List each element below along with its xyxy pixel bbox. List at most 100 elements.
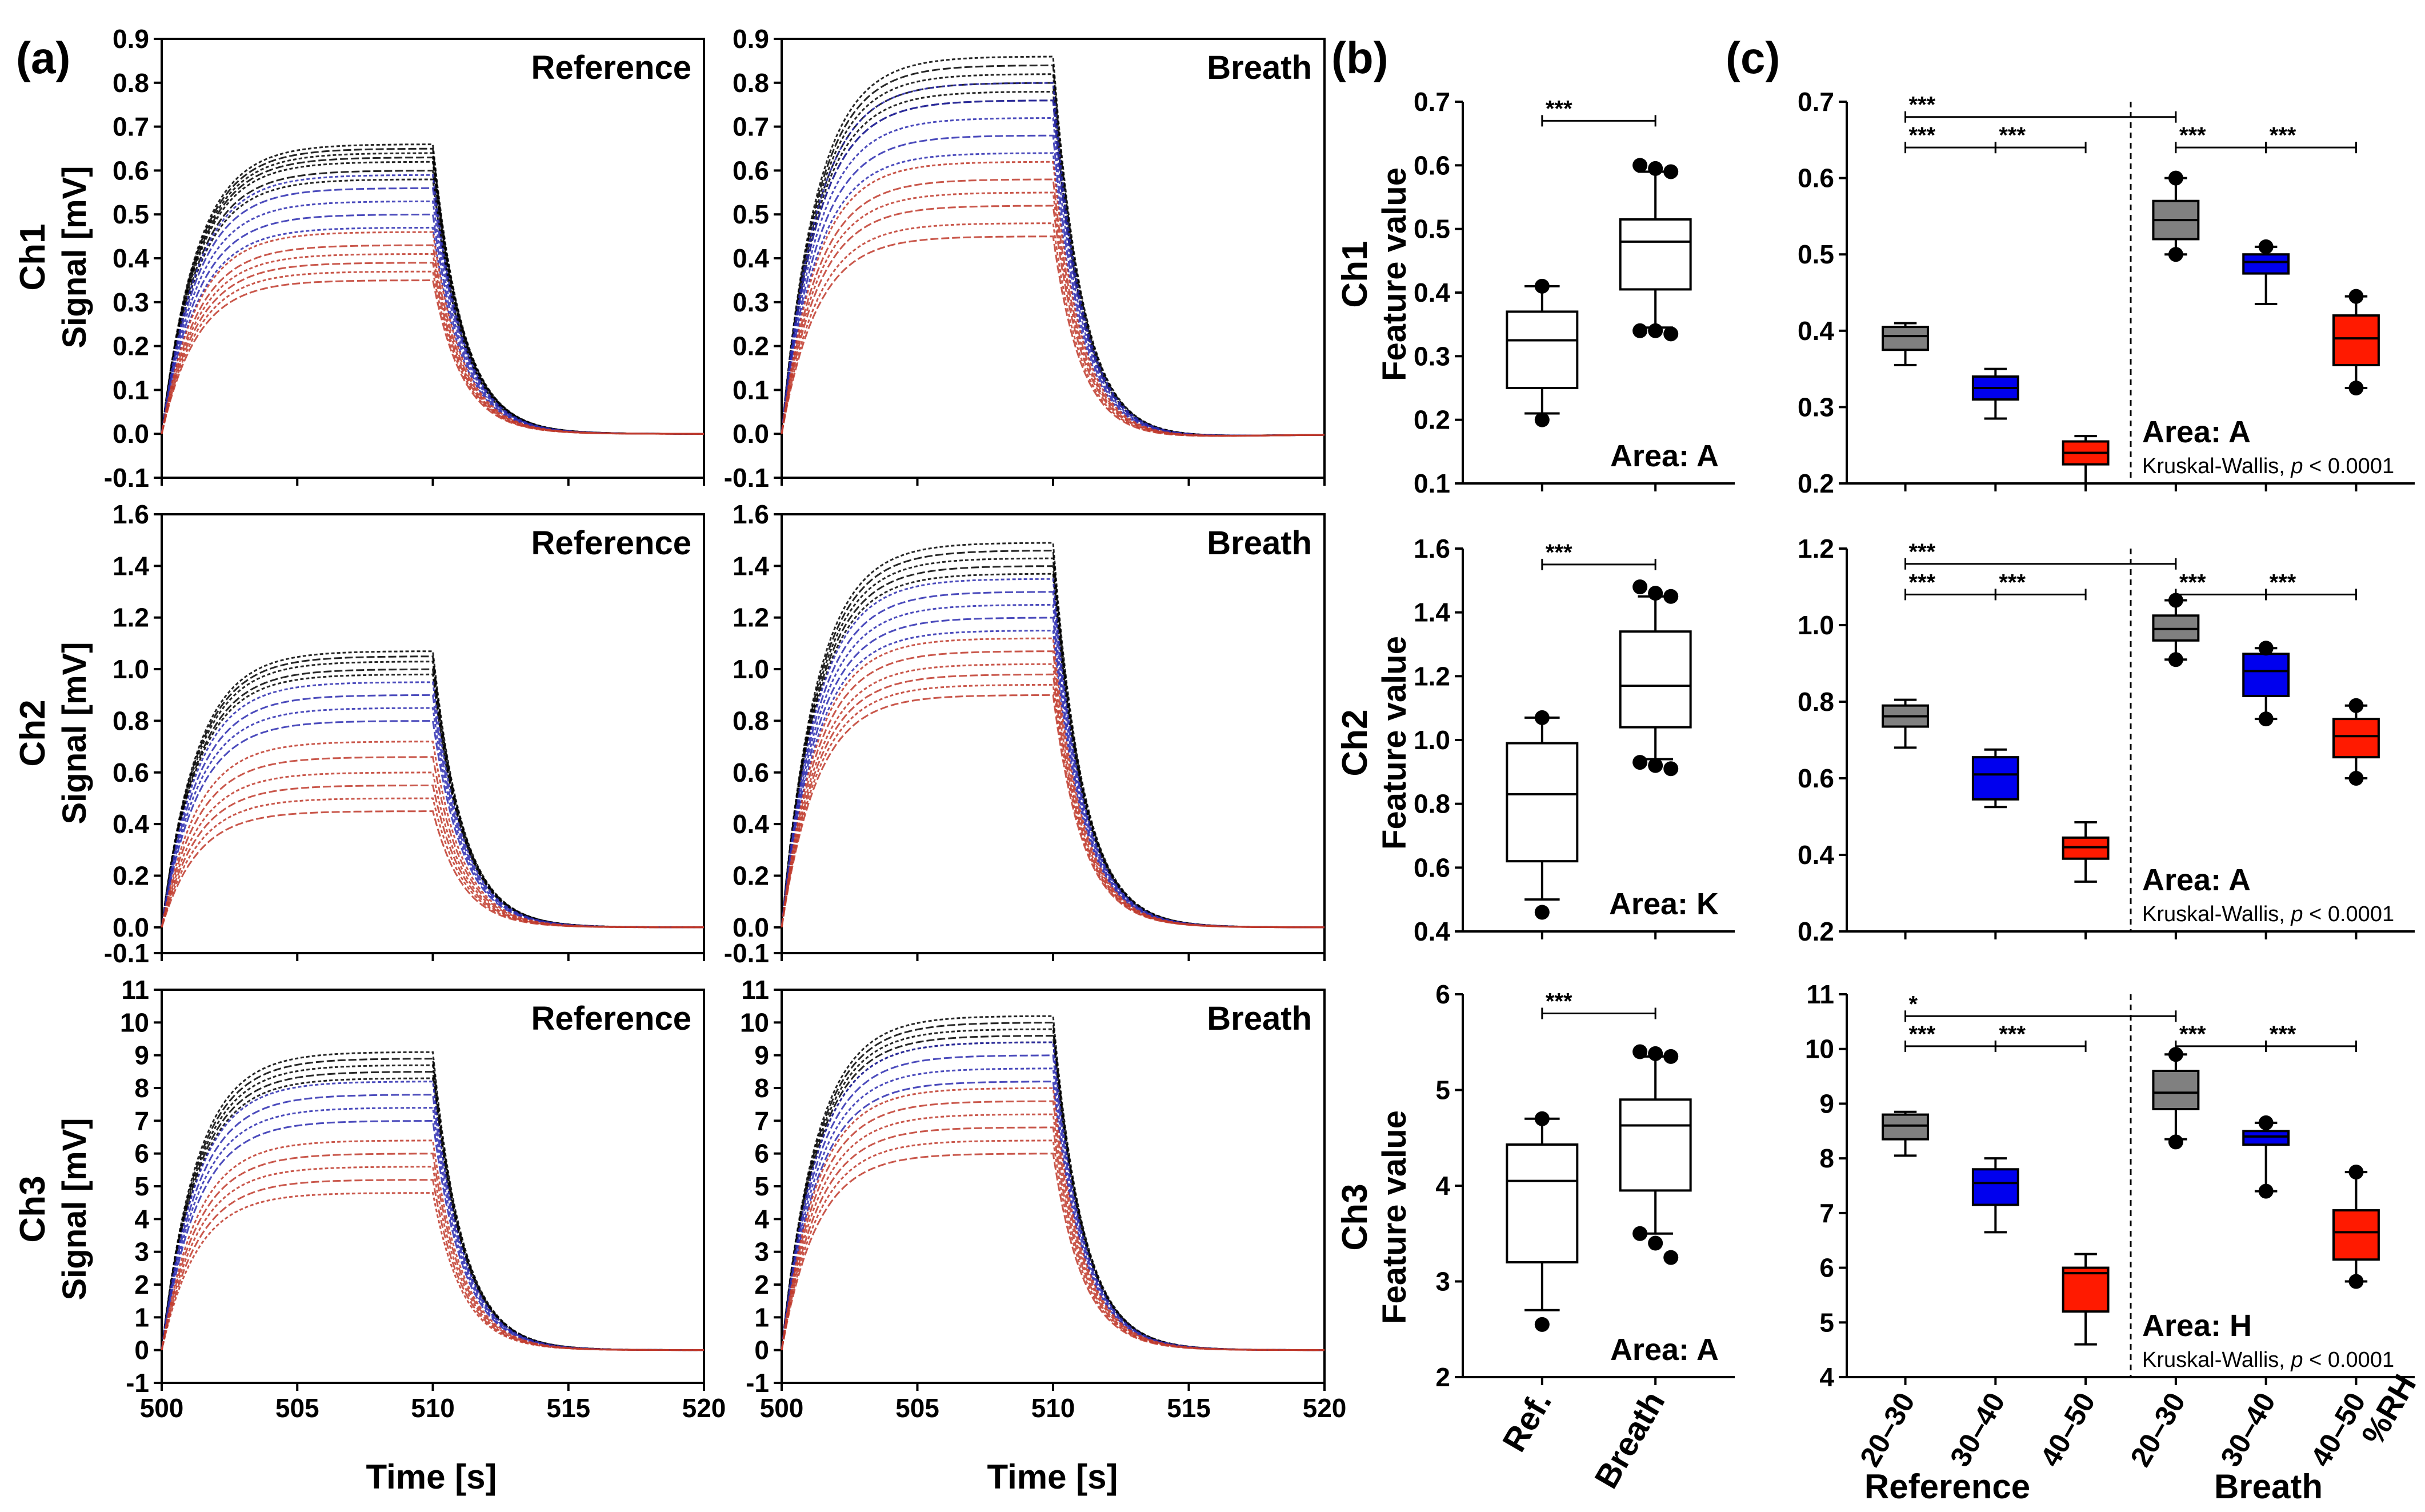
y-tick-label: 0.4 (1798, 316, 1834, 346)
y-tick-label: -0.1 (104, 463, 149, 493)
outlier-point (2348, 771, 2364, 786)
y-tick-label: 6 (754, 1139, 769, 1169)
box (1506, 310, 1579, 390)
chart-a-ch2-reference: -0.10.0 0.2 0.4 0.6 0.8 1.0 1.2 1.4 1.6 Reference (104, 499, 705, 968)
y-tick-label: 0.0 (733, 913, 769, 942)
series-line-humid (161, 741, 704, 929)
kruskal-p: p (2290, 1348, 2303, 1372)
series-line-mid (781, 152, 1325, 437)
y-tick-label: 0.4 (733, 243, 769, 273)
y-tick-label: 0.3 (1798, 392, 1834, 422)
chart-a-ch1-breath: -0.1 0.0 0.1 0.2 0.3 0.4 0.5 0.6 0.7 0.8 0.9 Breath (724, 24, 1326, 493)
series-line-mid (781, 603, 1325, 929)
y-tick-label: 8 (134, 1073, 149, 1103)
box (2332, 718, 2380, 759)
y-tick-label: 0.2 (1414, 405, 1450, 435)
outlier-point (1632, 1226, 1648, 1241)
series-line-humid (781, 637, 1324, 929)
y-tick-label: 1 (754, 1302, 769, 1332)
plots: -0.10.00.10.20.30.40.50.60.70.80.9Refere… (104, 24, 2415, 1495)
y-tick-label: 0.6 (1414, 150, 1450, 180)
outlier-point (2168, 652, 2183, 667)
chart-b-ch2: 0.4 0.6 0.8 1.0 1.2 1.4 1.6 *** Area: K (1414, 534, 1735, 946)
series-line-humid (781, 178, 1325, 437)
significance-stars: *** (1909, 539, 1936, 565)
series-line-humid (781, 161, 1325, 437)
subplot-title: Reference (531, 1000, 691, 1037)
box (1506, 1143, 1579, 1263)
y-tick-label: 1.6 (733, 499, 769, 529)
series-line-dry (161, 161, 704, 435)
outlier-point (2258, 711, 2274, 727)
y-tick-label: 8 (1819, 1143, 1834, 1173)
chart-c-ch1: 0.2 0.3 0.4 0.5 0.6 0.7 *** *** *** *** *** Area: A… (1798, 87, 2415, 498)
y-tick-label: 10 (120, 1007, 149, 1037)
x-tick-label: 520 (682, 1393, 726, 1423)
significance-stars: *** (1999, 570, 2026, 595)
y-tick-label: 2 (1435, 1362, 1450, 1392)
x-tick-label: 510 (411, 1393, 455, 1423)
significance-stars: *** (1546, 989, 1572, 1014)
outlier-point (1534, 412, 1550, 427)
outlier-point (1663, 589, 1679, 604)
y-tick-label: 0.0 (113, 913, 149, 942)
y-tick-label: 0.6 (113, 758, 149, 787)
series-line-mid (161, 1094, 704, 1351)
series-line-dry (161, 170, 704, 435)
y-tick-label: 5 (1435, 1075, 1450, 1105)
series-line-humid (781, 663, 1324, 929)
series-line-humid (781, 1153, 1324, 1351)
series-line-mid (161, 1081, 704, 1351)
outlier-point (1648, 323, 1663, 338)
significance-stars: *** (2270, 123, 2296, 148)
outlier-point (1648, 1046, 1663, 1061)
series-line-humid (161, 270, 704, 435)
box (1619, 630, 1692, 729)
y-tick-label: 4 (754, 1204, 769, 1234)
y-tick-label: 0.8 (733, 706, 769, 735)
box (2242, 653, 2290, 697)
area-label: Area: H (2142, 1309, 2252, 1343)
significance-stars: *** (2270, 570, 2296, 595)
series-line-mid (781, 1081, 1324, 1351)
channel-label-b-ch2: Ch2 (1335, 709, 1375, 776)
series-line-humid (161, 279, 704, 435)
series-line-humid (161, 797, 704, 929)
series-line-mid (781, 1054, 1324, 1351)
significance-stars: *** (1999, 123, 2026, 148)
box (2152, 1070, 2200, 1110)
y-tick-label: 0.2 (733, 861, 769, 890)
y-tick-label: 0.1 (1414, 469, 1450, 498)
y-tick-label: 3 (134, 1237, 149, 1267)
box (1971, 756, 2019, 801)
kruskal-p: p (2290, 902, 2303, 926)
y-tick-label: -1 (746, 1368, 769, 1398)
kruskal-prefix: Kruskal-Wallis, (2142, 902, 2291, 926)
y-tick-label: 0 (134, 1335, 149, 1365)
y-tick-label: 6 (1819, 1253, 1834, 1283)
y-tick-label: 1.0 (733, 654, 769, 684)
series-line-dry (781, 1028, 1324, 1351)
y-tick-label: 0.5 (733, 199, 769, 229)
series-line-dry (161, 147, 704, 435)
outlier-point (2258, 1183, 2274, 1199)
y-tick-label: 0.8 (733, 68, 769, 98)
outlier-point (1663, 761, 1679, 777)
y-tick-label: 0.4 (1414, 278, 1450, 307)
series-line-mid (161, 200, 705, 435)
significance-stars: *** (1999, 1022, 2026, 1047)
x-tick-label: 500 (140, 1393, 184, 1423)
outlier-point (1663, 164, 1679, 179)
subplot-title: Reference (531, 49, 691, 86)
signal-axis-label-a-ch1: Signal [mV] (56, 166, 93, 348)
plot-frame (161, 989, 705, 1384)
area-label: Area: A (1610, 1333, 1719, 1367)
significance-stars: *** (2270, 1022, 2296, 1047)
series-line-humid (781, 191, 1325, 437)
y-tick-label: 0.2 (1798, 917, 1834, 946)
y-tick-label: 0.4 (1414, 917, 1450, 946)
series-line-dry (781, 99, 1325, 437)
outlier-point (1632, 158, 1648, 173)
series-line-mid (781, 117, 1325, 437)
